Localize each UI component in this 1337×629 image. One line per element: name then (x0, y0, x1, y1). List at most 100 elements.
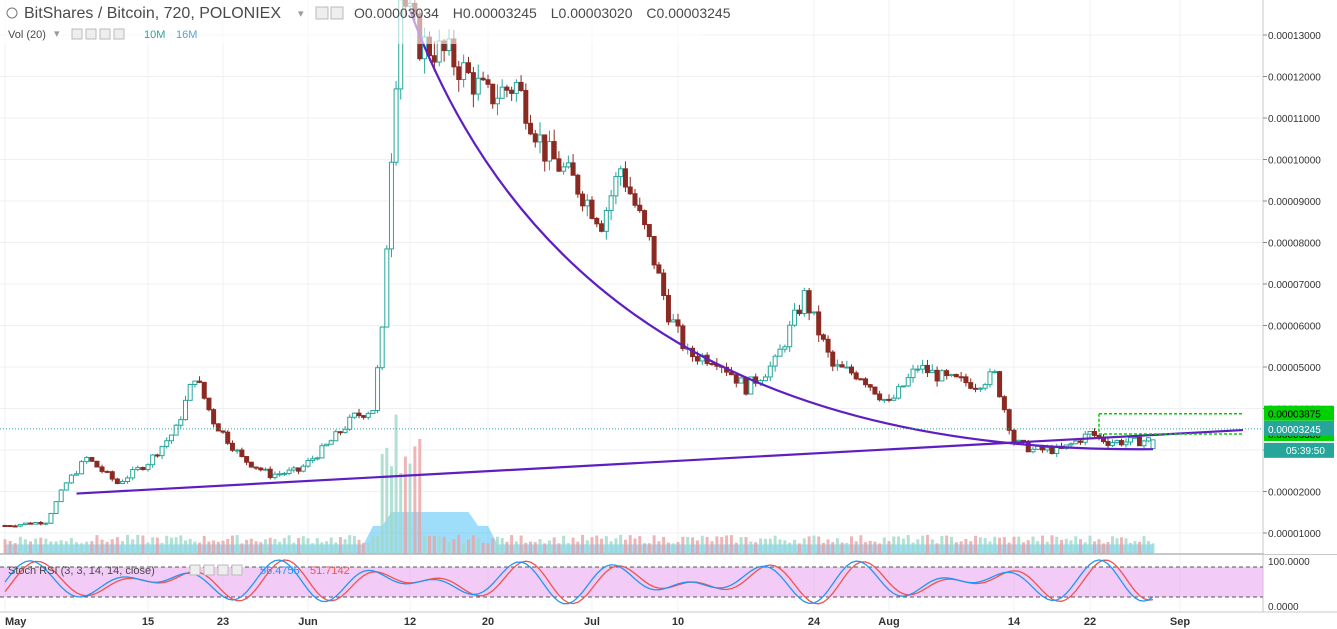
volume-bar (437, 536, 441, 554)
volume-bar (695, 540, 699, 554)
volume-bar (136, 534, 140, 554)
stoch-source-icon[interactable] (203, 564, 215, 576)
candle-body (393, 88, 399, 163)
candle-body (1141, 440, 1147, 447)
volume-bar (268, 537, 272, 554)
volume-bar (249, 538, 253, 554)
candle-body (337, 431, 343, 434)
volume-bar (1031, 536, 1035, 554)
volume-bar (69, 538, 73, 554)
candle-body (881, 398, 887, 401)
volume-bar (666, 542, 670, 554)
price-axis[interactable]: 0.00013000 0.00012000 0.00011000 0.00010000… (1263, 0, 1337, 554)
candle-body (201, 381, 207, 399)
title-dropdown-icon[interactable]: ▾ (298, 8, 304, 20)
candle-body (499, 86, 505, 99)
candle-body (109, 471, 115, 480)
candle-body (1049, 447, 1055, 455)
volume-bar (988, 541, 992, 554)
volume-bar (940, 536, 944, 554)
stoch-axis-bg (1264, 555, 1337, 611)
time-tick-label: Jul (584, 616, 600, 628)
volume-bar (552, 537, 556, 554)
indicator-source-icon[interactable] (85, 28, 97, 40)
candle-body (1087, 431, 1093, 435)
volume-bar (864, 542, 868, 554)
volume-bar (705, 536, 709, 554)
stoch-k-line (4, 559, 1154, 605)
indicator-add-icon[interactable] (99, 28, 111, 40)
candle-body (584, 199, 590, 207)
candle-body (551, 141, 557, 160)
candle-body (963, 376, 969, 384)
candle-body (867, 384, 873, 388)
stoch-indicator-label[interactable]: Stoch RSI (3, 3, 14, 14, close) (8, 565, 155, 577)
volume-bar (783, 540, 787, 554)
volume-bar (334, 542, 338, 554)
volume-bar (216, 541, 220, 554)
volume-value-2: 16M (176, 29, 197, 41)
countdown-bg (1264, 442, 1334, 458)
stoch-settings-icon[interactable] (189, 564, 201, 576)
candle-body (84, 456, 90, 463)
candle-body (150, 454, 156, 466)
settings-icon[interactable] (315, 6, 329, 20)
volume-bar (983, 537, 987, 554)
volume-bar (1111, 536, 1114, 554)
candle-body (178, 419, 184, 426)
indicator-close-icon[interactable] (113, 28, 125, 40)
candle-body (74, 473, 79, 476)
volume-bar (676, 542, 680, 554)
volume-bar (403, 456, 407, 554)
volume-bar (773, 535, 777, 554)
volume-bar (462, 543, 466, 554)
volume-bar (207, 541, 211, 554)
time-tick-label: 15 (142, 616, 154, 628)
candle-body (277, 473, 283, 476)
volume-bar (1133, 541, 1137, 554)
candle-body (79, 461, 85, 475)
indicator-settings-icon[interactable] (71, 28, 83, 40)
candle-body (1025, 441, 1031, 453)
volume-bar (1012, 536, 1016, 554)
candle-body (480, 77, 486, 81)
volume-dropdown-icon[interactable]: ▾ (54, 28, 60, 40)
volume-bar (495, 536, 499, 554)
volume-bar (681, 536, 685, 554)
candle-body (267, 468, 273, 479)
candle-body (94, 460, 100, 468)
candle-body (398, 0, 404, 90)
stoch-add-icon[interactable] (217, 564, 229, 576)
candle-body (820, 334, 826, 340)
chart-title[interactable]: BitShares / Bitcoin, 720, POLONIEX (24, 5, 281, 22)
candle-body (733, 374, 739, 384)
hide-icon[interactable] (330, 6, 344, 20)
time-axis[interactable]: May 15 23 Jun 12 20 Jul 10 24 Aug 14 22 Sep (0, 613, 1337, 629)
volume-bar (230, 535, 234, 554)
volume-bar (481, 542, 485, 554)
candle-body (891, 397, 897, 401)
volume-bar (221, 540, 225, 554)
candle-body (1001, 396, 1007, 411)
volume-bar (901, 538, 905, 554)
volume-indicator-label[interactable]: Vol (20) (8, 29, 46, 41)
volume-bar (954, 542, 958, 554)
volume-bar (831, 542, 835, 554)
volume-bar (840, 542, 844, 554)
volume-bar (662, 536, 666, 554)
volume-bar (585, 540, 589, 554)
candle-body (310, 458, 316, 461)
candle-body (504, 86, 510, 91)
candle-body (375, 367, 381, 411)
candle-body (849, 366, 854, 374)
volume-bar (240, 543, 244, 554)
candle-body (580, 193, 586, 207)
stoch-close-icon[interactable] (231, 564, 243, 576)
candle-body (924, 364, 930, 374)
volume-bar (768, 538, 772, 554)
volume-bar (202, 535, 206, 554)
open-label: O (354, 5, 365, 21)
candle-body (225, 431, 231, 444)
stoch-tick-label: 0.0000 (1268, 602, 1299, 613)
